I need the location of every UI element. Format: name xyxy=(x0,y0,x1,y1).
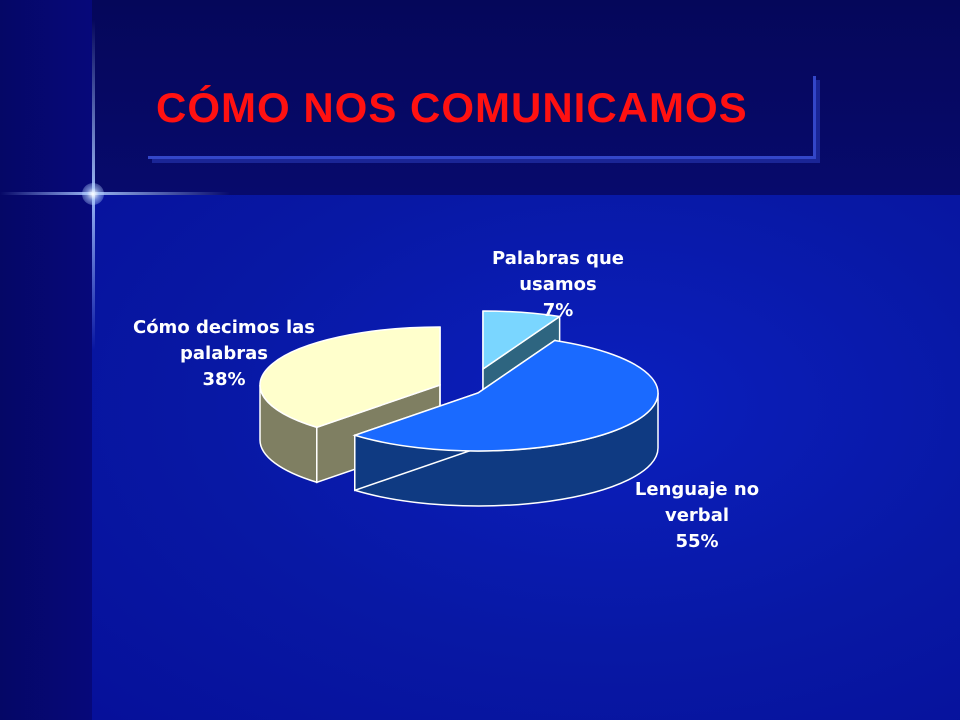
pie-slice-1 xyxy=(482,310,562,371)
data-label-line: 7% xyxy=(543,300,574,321)
data-label-line: 38% xyxy=(202,369,245,390)
data-label-line: palabras xyxy=(180,343,268,364)
data-label-line: verbal xyxy=(665,505,729,526)
data-label-line: Palabras que xyxy=(492,248,624,269)
data-label-1: Palabras que usamos 7% xyxy=(492,248,624,321)
light-flare-star-icon xyxy=(82,183,104,205)
pie-slice-2 xyxy=(352,339,659,452)
data-label-line: 55% xyxy=(675,531,718,552)
slide-title: CÓMO NOS COMUNICAMOS xyxy=(156,84,748,131)
background-left-band xyxy=(0,0,92,720)
data-label-3: Cómo decimos las palabras 38% xyxy=(133,317,315,390)
light-flare-horizontal xyxy=(0,192,230,195)
data-label-line: Lenguaje no xyxy=(635,479,759,500)
pie-slice-3 xyxy=(259,326,441,429)
background-top-band xyxy=(0,0,960,195)
data-label-2: Lenguaje no verbal 55% xyxy=(635,479,759,552)
title-frame xyxy=(148,76,816,159)
data-label-line: usamos xyxy=(519,274,597,295)
data-label-line: Cómo decimos las xyxy=(133,317,315,338)
